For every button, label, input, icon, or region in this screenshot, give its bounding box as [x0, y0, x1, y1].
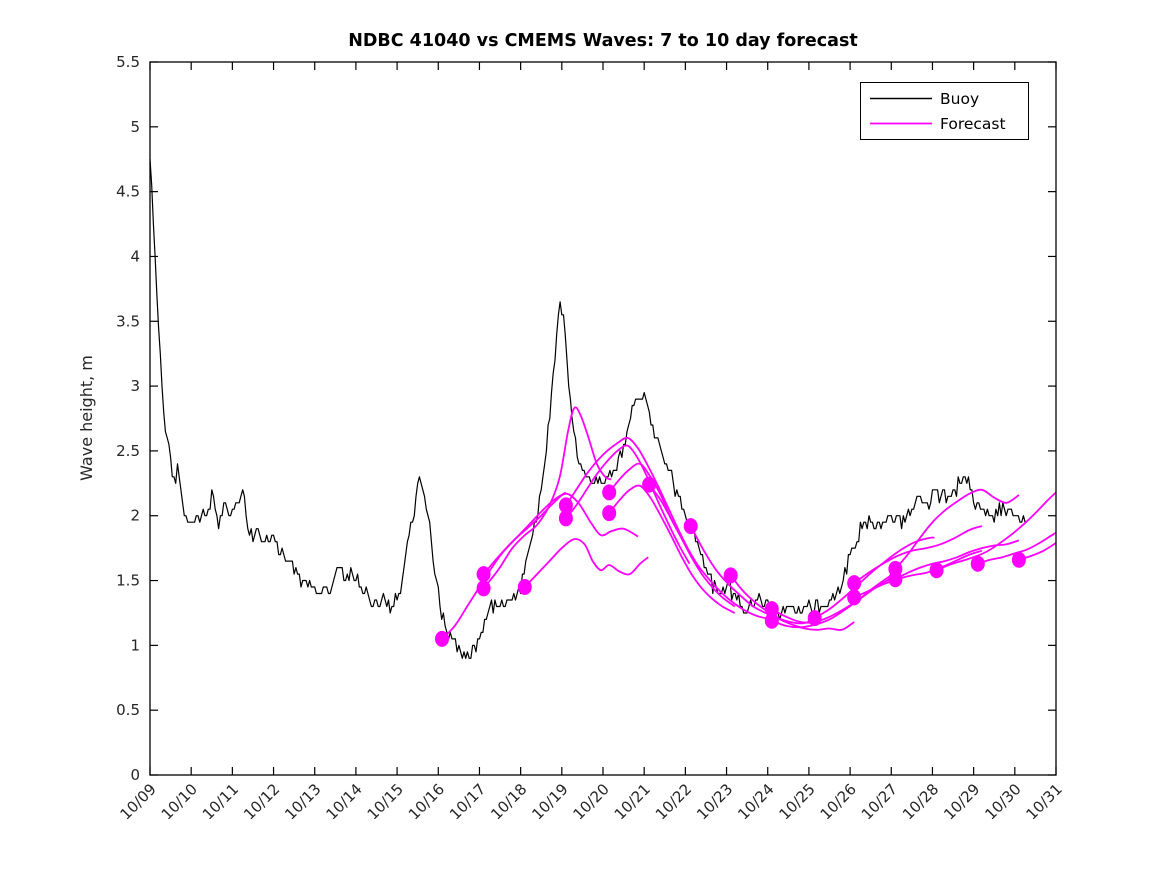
y-tick-label: 2	[130, 507, 140, 525]
y-tick-label: 2.5	[116, 442, 140, 460]
forecast-start-marker	[764, 612, 779, 629]
forecast-start-marker	[476, 580, 491, 597]
y-tick-label: 5	[130, 118, 140, 136]
legend: Buoy Forecast	[860, 82, 1029, 140]
forecast-start-marker	[602, 505, 617, 522]
buoy-line	[149, 159, 1027, 659]
y-tick-label: 1.5	[116, 572, 140, 590]
forecast-line	[894, 488, 1020, 570]
forecast-start-marker	[517, 579, 532, 595]
y-tick-label: 3	[130, 377, 140, 395]
y-tick-label: 3.5	[116, 312, 140, 330]
legend-buoy-label: Buoy	[940, 90, 979, 108]
forecast-start-marker	[764, 601, 779, 618]
forecast-line	[565, 436, 691, 553]
y-tick-label: 5.5	[116, 53, 140, 71]
chart-title: NDBC 41040 vs CMEMS Waves: 7 to 10 day f…	[348, 31, 858, 51]
forecast-start-marker	[807, 610, 822, 627]
forecast-start-marker	[476, 566, 491, 583]
y-tick-label: 0	[130, 766, 140, 784]
forecast-line	[689, 525, 816, 625]
legend-forecast-label: Forecast	[940, 115, 1006, 133]
plot-border	[149, 61, 1057, 776]
forecast-line	[608, 484, 736, 614]
forecast-line	[729, 574, 855, 631]
forecast-start-marker	[602, 484, 617, 501]
forecast-start-marker	[847, 589, 862, 606]
y-tick-label: 4	[130, 247, 140, 265]
y-axis-label: Wave height, m	[77, 355, 96, 481]
forecast-line	[853, 549, 983, 599]
legend-box	[860, 82, 1029, 140]
forecast-line	[853, 525, 983, 584]
forecast-start-marker	[847, 575, 862, 592]
forecast-line	[936, 491, 1057, 572]
forecast-line	[771, 569, 900, 629]
forecast-start-marker	[683, 518, 698, 535]
forecast-line	[977, 531, 1057, 565]
forecast-line	[482, 492, 639, 575]
forecast-start-marker	[970, 555, 985, 572]
y-tick-label: 0.5	[116, 701, 140, 719]
forecast-line	[648, 484, 775, 621]
forecast-start-marker	[929, 562, 944, 579]
forecast-start-marker	[642, 476, 657, 493]
y-tick-label: 1	[130, 636, 140, 654]
y-tick-label: 4.5	[116, 183, 140, 201]
forecast-start-marker	[435, 630, 449, 647]
forecast-start-marker	[723, 567, 738, 584]
forecast-start-marker	[888, 571, 903, 588]
forecast-start-marker	[1011, 551, 1026, 568]
forecast-line	[524, 538, 649, 588]
forecast-start-marker	[558, 497, 573, 514]
series-layer	[149, 159, 1057, 659]
forecast-start-marker	[558, 510, 573, 527]
forecast-line	[565, 444, 691, 565]
